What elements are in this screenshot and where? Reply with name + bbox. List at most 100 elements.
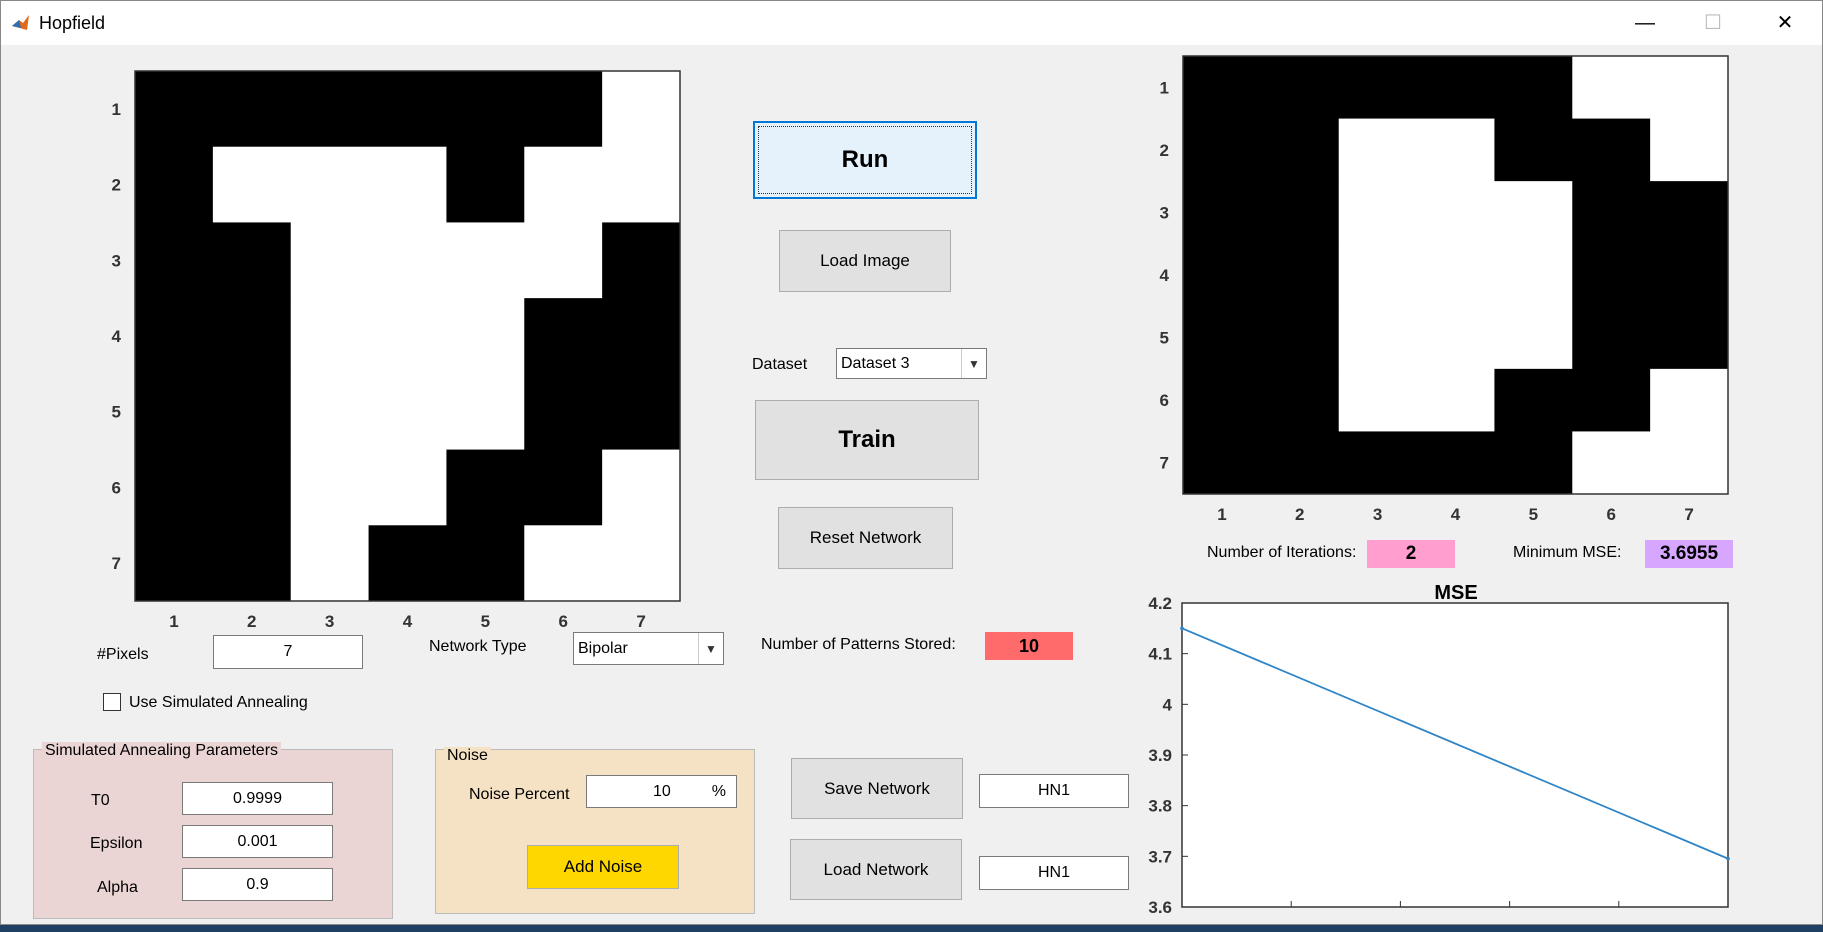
output-image-pixel bbox=[1650, 243, 1729, 307]
output-image-pixel bbox=[1416, 368, 1495, 432]
min-mse-value: 3.6955 bbox=[1645, 540, 1733, 568]
chart-y-tick-label: 3.6 bbox=[1148, 898, 1172, 917]
input-image-pixel bbox=[135, 373, 214, 451]
dataset-select[interactable]: Dataset 3 ▼ bbox=[836, 348, 987, 379]
input-image-pixel bbox=[135, 71, 214, 148]
input-image-pixel bbox=[602, 146, 681, 223]
noise-group-title: Noise bbox=[444, 747, 491, 765]
output-image-pixel bbox=[1650, 118, 1729, 182]
input-image-pixel bbox=[212, 222, 292, 299]
add-noise-button[interactable]: Add Noise bbox=[527, 845, 679, 889]
output-image-y-tick-label: 4 bbox=[1160, 266, 1170, 285]
output-image-pixel bbox=[1183, 306, 1262, 370]
output-image-pixel bbox=[1416, 431, 1495, 495]
output-image-pixel bbox=[1494, 243, 1573, 307]
t0-label: T0 bbox=[91, 792, 110, 809]
output-image-pixel bbox=[1416, 56, 1495, 120]
save-network-name-field[interactable]: HN1 bbox=[979, 774, 1129, 808]
reset-network-button[interactable]: Reset Network bbox=[778, 507, 953, 569]
input-image-pixel bbox=[290, 71, 370, 148]
save-network-button[interactable]: Save Network bbox=[791, 758, 963, 819]
input-image-plot: 1 2 3 4 5 6 7 1 2 3 4 5 6 7 bbox=[112, 70, 681, 631]
output-image-pixel bbox=[1183, 118, 1262, 182]
chevron-down-icon: ▼ bbox=[961, 349, 986, 378]
output-image-y-tick-label: 2 bbox=[1160, 141, 1169, 160]
output-image-pixel bbox=[1183, 56, 1262, 120]
output-image-pixel bbox=[1572, 181, 1651, 245]
input-image-pixel bbox=[368, 146, 447, 223]
use-sa-checkbox[interactable] bbox=[103, 693, 121, 711]
pixels-field[interactable]: 7 bbox=[213, 635, 363, 669]
input-image-pixel bbox=[290, 373, 370, 451]
output-image-pixel bbox=[1650, 368, 1729, 432]
sa-parameters-group: Simulated Annealing Parameters T0 0.9999… bbox=[33, 742, 393, 919]
epsilon-field[interactable]: 0.001 bbox=[182, 825, 333, 858]
load-network-button[interactable]: Load Network bbox=[790, 839, 962, 900]
chart-y-tick-label: 3.7 bbox=[1148, 847, 1172, 866]
mse-data-point bbox=[1726, 856, 1730, 861]
iterations-label: Number of Iterations: bbox=[1207, 544, 1357, 561]
t0-field[interactable]: 0.9999 bbox=[182, 782, 333, 815]
input-image-y-tick-label: 4 bbox=[112, 327, 122, 346]
chart-y-tick-label: 4 bbox=[1163, 695, 1173, 714]
output-image-pixel bbox=[1183, 431, 1262, 495]
input-image-pixel bbox=[212, 373, 292, 451]
input-image-y-tick-label: 5 bbox=[112, 403, 121, 422]
output-image-pixel bbox=[1572, 368, 1651, 432]
input-image-pixel bbox=[368, 71, 447, 148]
output-image-pixel bbox=[1260, 118, 1340, 182]
input-image-y-tick-label: 3 bbox=[112, 251, 121, 270]
output-image-pixel bbox=[1650, 431, 1729, 495]
close-button[interactable]: ✕ bbox=[1776, 12, 1794, 34]
alpha-field[interactable]: 0.9 bbox=[182, 868, 333, 901]
input-image-pixel bbox=[524, 222, 603, 299]
load-network-name-field[interactable]: HN1 bbox=[979, 856, 1129, 890]
output-image-x-tick-label: 4 bbox=[1451, 505, 1461, 524]
title-bar: Hopfield — ☐ ✕ bbox=[1, 1, 1822, 45]
input-image-y-tick-label: 1 bbox=[112, 100, 121, 119]
output-image-pixel bbox=[1338, 118, 1418, 182]
output-image-pixel bbox=[1260, 243, 1340, 307]
network-type-select[interactable]: Bipolar ▼ bbox=[573, 632, 724, 665]
output-image-pixel bbox=[1183, 181, 1262, 245]
maximize-button[interactable]: ☐ bbox=[1704, 12, 1722, 34]
mse-chart: MSE 11.21.41.61.82 3.63.73.83.944.14.2 bbox=[1148, 582, 1730, 917]
input-image-pixel bbox=[368, 373, 447, 451]
input-image-y-tick-label: 7 bbox=[112, 554, 121, 573]
output-image-pixel bbox=[1260, 431, 1340, 495]
input-image-x-tick-label: 1 bbox=[169, 612, 178, 631]
output-image-x-tick-label: 1 bbox=[1217, 505, 1226, 524]
output-image-pixel bbox=[1416, 243, 1495, 307]
load-image-button[interactable]: Load Image bbox=[779, 230, 951, 292]
output-image-pixel bbox=[1338, 243, 1418, 307]
use-sa-label: Use Simulated Annealing bbox=[129, 694, 308, 711]
output-image-pixel bbox=[1494, 431, 1573, 495]
train-button[interactable]: Train bbox=[755, 400, 979, 480]
output-image-y-tick-label: 7 bbox=[1160, 454, 1169, 473]
noise-percent-value: 10 bbox=[653, 782, 671, 800]
run-button[interactable]: Run bbox=[753, 121, 977, 199]
input-image-pixel bbox=[212, 525, 292, 602]
input-image-x-tick-label: 3 bbox=[325, 612, 334, 631]
output-image-x-tick-label: 5 bbox=[1529, 505, 1538, 524]
input-image-y-tick-label: 2 bbox=[112, 176, 121, 195]
minimize-button[interactable]: — bbox=[1635, 12, 1655, 34]
desktop-strip bbox=[0, 925, 1823, 932]
mse-series-line bbox=[1181, 627, 1729, 860]
input-image-pixel bbox=[212, 71, 292, 148]
output-image-pixel bbox=[1338, 368, 1418, 432]
output-image-y-tick-label: 5 bbox=[1160, 329, 1169, 348]
noise-percent-field[interactable]: 10 % bbox=[586, 775, 737, 808]
input-image-pixel bbox=[135, 222, 214, 299]
output-image-frame bbox=[1182, 55, 1729, 495]
output-image-pixel bbox=[1650, 181, 1729, 245]
output-image-pixel bbox=[1572, 306, 1651, 370]
output-image-pixel bbox=[1572, 118, 1651, 182]
noise-group: Noise Noise Percent 10 % Add Noise bbox=[435, 747, 755, 914]
input-image-pixel bbox=[602, 222, 681, 299]
input-image-x-tick-label: 6 bbox=[558, 612, 567, 631]
output-image-pixel bbox=[1494, 306, 1573, 370]
input-image-pixel bbox=[602, 71, 681, 148]
output-image-x-tick-label: 6 bbox=[1606, 505, 1615, 524]
chart-title: MSE bbox=[1434, 582, 1477, 604]
